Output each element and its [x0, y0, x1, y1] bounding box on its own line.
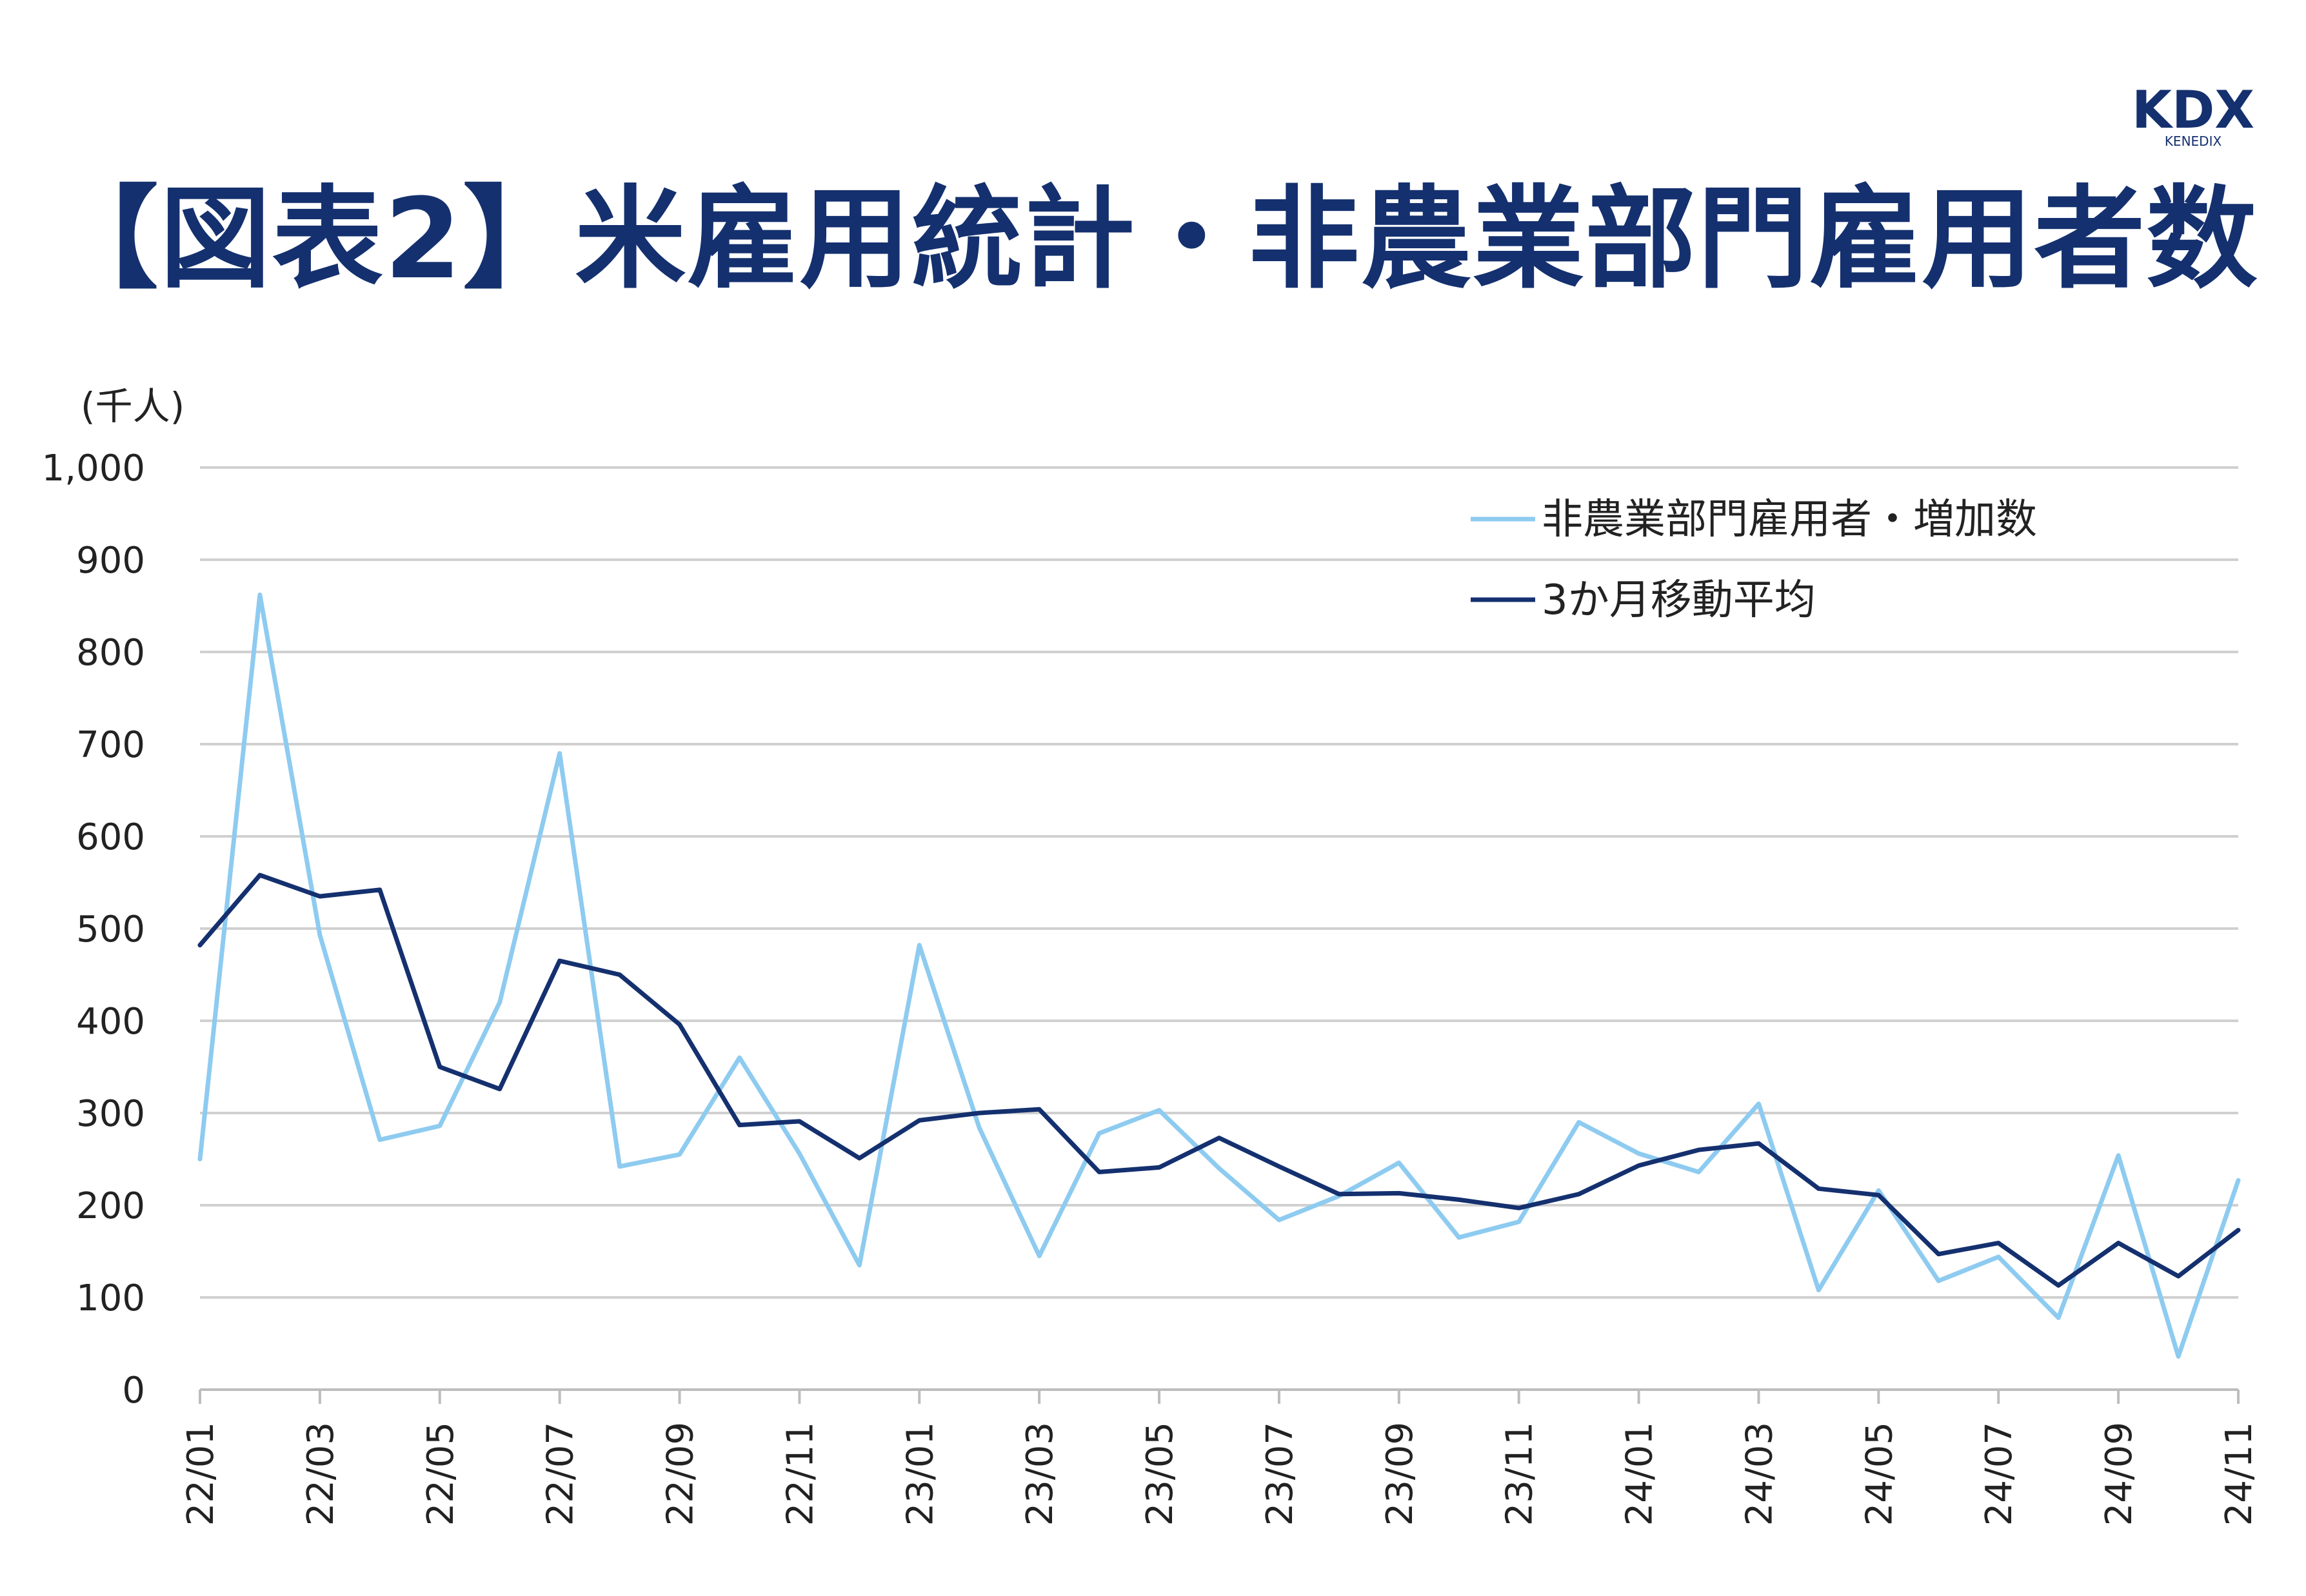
- kdx-logo: KDX KENEDIX: [2132, 84, 2254, 148]
- x-tick-label: 24/07: [1978, 1422, 2020, 1526]
- x-tick-label: 23/09: [1379, 1422, 1421, 1526]
- y-tick-label: 800: [76, 632, 145, 674]
- logo-text: KDX: [2132, 84, 2254, 140]
- y-tick-label: 300: [76, 1093, 145, 1135]
- y-axis-ticks: 0 100 200 300 400 500 600 700 800 900 1,000: [42, 448, 145, 1412]
- series-line-2: [197, 872, 2241, 1288]
- x-tick-label: 22/09: [660, 1422, 702, 1526]
- y-tick-label: 100: [76, 1277, 145, 1319]
- series-lines: [197, 592, 2241, 1359]
- series-line-1: [197, 592, 2241, 1359]
- y-tick-label: 900: [76, 540, 145, 582]
- x-tick-label: 24/09: [2098, 1422, 2140, 1526]
- y-tick-label: 600: [76, 816, 145, 858]
- logo-subtext: KENEDIX: [2165, 133, 2222, 148]
- x-tick-label: 24/01: [1619, 1422, 1661, 1526]
- y-tick-label: 1,000: [42, 448, 145, 489]
- x-tick-label: 24/03: [1738, 1422, 1780, 1526]
- y-tick-label: 500: [76, 909, 145, 951]
- x-axis: 22/01 22/03 22/05 22/07 22/09 22/11 23/01 23/03…: [180, 1388, 2260, 1526]
- y-tick-label: 0: [122, 1370, 145, 1412]
- x-tick-label: 22/01: [180, 1422, 222, 1526]
- x-tick-label: 23/05: [1139, 1422, 1181, 1526]
- x-tick-label: 22/05: [420, 1422, 462, 1526]
- x-tick-label: 22/07: [540, 1422, 582, 1526]
- x-tick-label: 23/01: [899, 1422, 941, 1526]
- y-tick-label: 200: [76, 1185, 145, 1227]
- legend-label-2: 3か月移動平均: [1542, 576, 1816, 624]
- legend-label-1: 非農業部門雇用者・増加数: [1542, 496, 2037, 544]
- x-tick-label: 24/11: [2218, 1422, 2260, 1526]
- x-tick-label: 23/03: [1019, 1422, 1061, 1526]
- y-tick-label: 400: [76, 1001, 145, 1043]
- x-tick-label: 23/11: [1499, 1422, 1541, 1526]
- x-tick-label: 22/03: [300, 1422, 342, 1526]
- x-tick-label: 22/11: [779, 1422, 821, 1526]
- y-axis-unit: (千人): [81, 384, 184, 428]
- legend: 非農業部門雇用者・増加数 3か月移動平均: [1471, 496, 2037, 624]
- x-tick-label: 24/05: [1858, 1422, 1900, 1526]
- x-tick-label: 23/07: [1259, 1422, 1301, 1526]
- y-tick-label: 700: [76, 724, 145, 766]
- page-title: 【図表2】米雇用統計・非農業部門雇用者数: [47, 174, 2259, 304]
